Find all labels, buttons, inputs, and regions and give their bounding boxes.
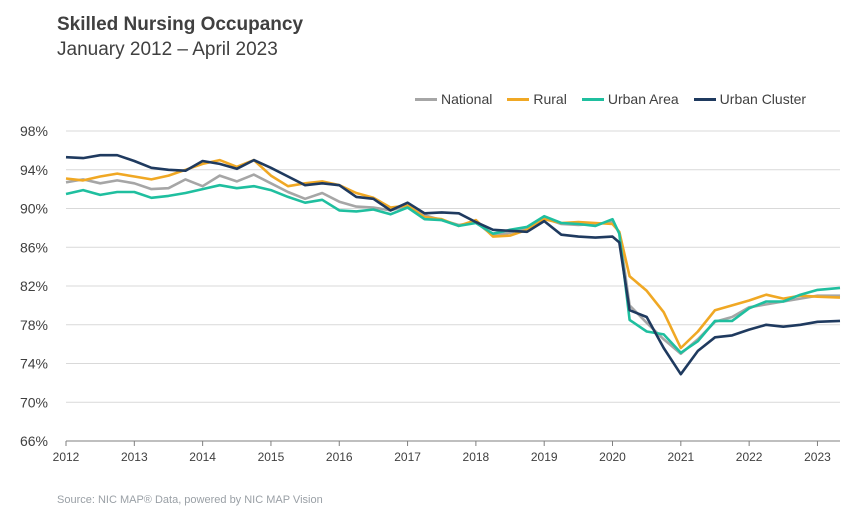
y-tick-label: 86% <box>20 239 48 255</box>
x-tick-label: 2020 <box>599 450 626 464</box>
chart-subtitle: January 2012 – April 2023 <box>57 39 278 60</box>
series-line-national <box>65 173 840 356</box>
y-tick-label: 70% <box>20 394 48 410</box>
chart-legend: National Rural Urban Area Urban Cluster <box>415 91 806 107</box>
x-tick-label: 2016 <box>326 450 353 464</box>
legend-swatch-urban-cluster <box>693 97 716 101</box>
source-note: Source: NIC MAP® Data, powered by NIC MA… <box>57 494 323 506</box>
y-tick-label: 82% <box>20 278 48 294</box>
x-tick-label: 2013 <box>121 450 148 464</box>
x-tick-label: 2012 <box>53 450 80 464</box>
x-tick-label: 2018 <box>463 450 490 464</box>
legend-label-urban-cluster: Urban Cluster <box>719 91 807 107</box>
legend-label-urban-area: Urban Area <box>607 91 679 107</box>
legend-label-national: National <box>441 91 493 107</box>
x-tick-label: 2015 <box>258 450 285 464</box>
legend-swatch-national <box>415 97 437 101</box>
x-tick-label: 2022 <box>736 450 763 464</box>
legend-swatch-urban-area <box>581 97 604 101</box>
legend-label-rural: Rural <box>533 91 567 107</box>
legend-item-rural: Rural <box>507 91 567 107</box>
x-tick-label: 2017 <box>394 450 421 464</box>
series-line-urban-cluster <box>65 153 841 376</box>
chart-title: Skilled Nursing Occupancy <box>57 14 304 35</box>
x-tick-label: 2014 <box>189 450 216 464</box>
legend-item-urban-cluster: Urban Cluster <box>693 91 807 107</box>
x-tick-label: 2023 <box>804 450 831 464</box>
series-line-urban-area <box>65 183 841 355</box>
y-tick-label: 78% <box>20 317 48 333</box>
y-tick-label: 94% <box>20 162 48 178</box>
y-tick-label: 74% <box>20 356 48 372</box>
y-tick-label: 90% <box>20 201 48 217</box>
legend-item-urban-area: Urban Area <box>581 91 679 107</box>
y-tick-label: 66% <box>20 433 48 449</box>
legend-item-national: National <box>415 91 492 107</box>
legend-swatch-rural <box>507 97 530 101</box>
x-tick-label: 2019 <box>531 450 558 464</box>
x-tick-label: 2021 <box>667 450 694 464</box>
y-tick-label: 98% <box>20 123 48 139</box>
